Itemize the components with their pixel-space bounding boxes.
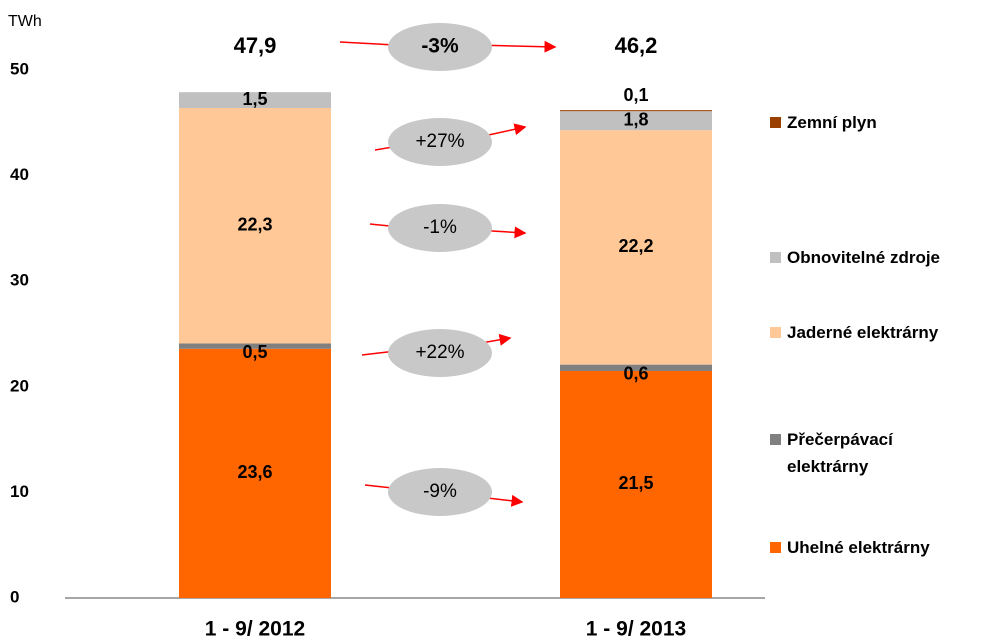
y-tick-label: 20 [10, 376, 29, 395]
value-label: 22,2 [618, 236, 653, 256]
value-label: 1,5 [242, 89, 267, 109]
value-label: 21,5 [618, 473, 653, 493]
legend-label: Uhelné elektrárny [787, 538, 930, 557]
arrow-line [339, 41, 396, 46]
y-tick-label: 30 [10, 271, 29, 290]
legend-item: Přečerpávací elektrárny [770, 430, 893, 480]
legend-label: Zemní plyn [787, 113, 877, 132]
bar-segment [179, 92, 331, 109]
legend-label: Jaderné elektrárny [787, 323, 939, 342]
y-tick-label: 0 [10, 587, 19, 606]
annotation: -9% [423, 481, 457, 502]
bar-segment [179, 348, 331, 598]
legend-item: Zemní plyn [770, 113, 877, 136]
legend-swatch [770, 434, 781, 445]
y-tick-label: 10 [10, 482, 29, 501]
total-label: 47,9 [234, 33, 277, 58]
bar-segment [560, 364, 712, 371]
unit-label: TWh [8, 13, 42, 30]
bar-segment [560, 370, 712, 598]
annotation-bubble [388, 329, 492, 377]
value-label: 23,6 [237, 462, 272, 482]
legend-swatch [770, 252, 781, 263]
value-label: 0,1 [623, 85, 648, 105]
y-tick-label: 40 [10, 165, 29, 184]
legend-item: Jaderné elektrárny [770, 323, 938, 346]
value-label: 0,6 [623, 364, 648, 384]
legend-swatch [770, 117, 781, 128]
total-label: 46,2 [615, 33, 658, 58]
bar-segment [560, 111, 712, 131]
annotation-bubble [388, 23, 492, 71]
bar-segment [179, 108, 331, 344]
value-label: 22,3 [237, 215, 272, 235]
y-tick-label: 50 [10, 59, 29, 78]
x-tick-label: 1 - 9/ 2013 [586, 618, 686, 641]
value-label: 1,8 [623, 109, 648, 129]
annotation-bubble [388, 468, 492, 516]
legend-item: Uhelné elektrárny [770, 538, 930, 561]
bar-segment [560, 110, 712, 112]
value-label: 0,5 [242, 342, 267, 362]
legend-item: Obnovitelné zdroje [770, 248, 940, 271]
annotation: -3% [421, 35, 459, 58]
legend-swatch [770, 542, 781, 553]
annotation-bubble [388, 118, 492, 166]
bar-segment [179, 343, 331, 349]
annotation: +27% [415, 131, 464, 152]
legend-label: Přečerpávací elektrárny [787, 430, 893, 476]
x-tick-label: 1 - 9/ 2012 [205, 618, 305, 641]
annotation: +22% [415, 342, 464, 363]
legend-swatch [770, 327, 781, 338]
legend-label: Obnovitelné zdroje [787, 248, 941, 267]
annotation: -1% [423, 217, 457, 238]
annotation-bubble [388, 204, 492, 252]
bar-segment [560, 130, 712, 365]
